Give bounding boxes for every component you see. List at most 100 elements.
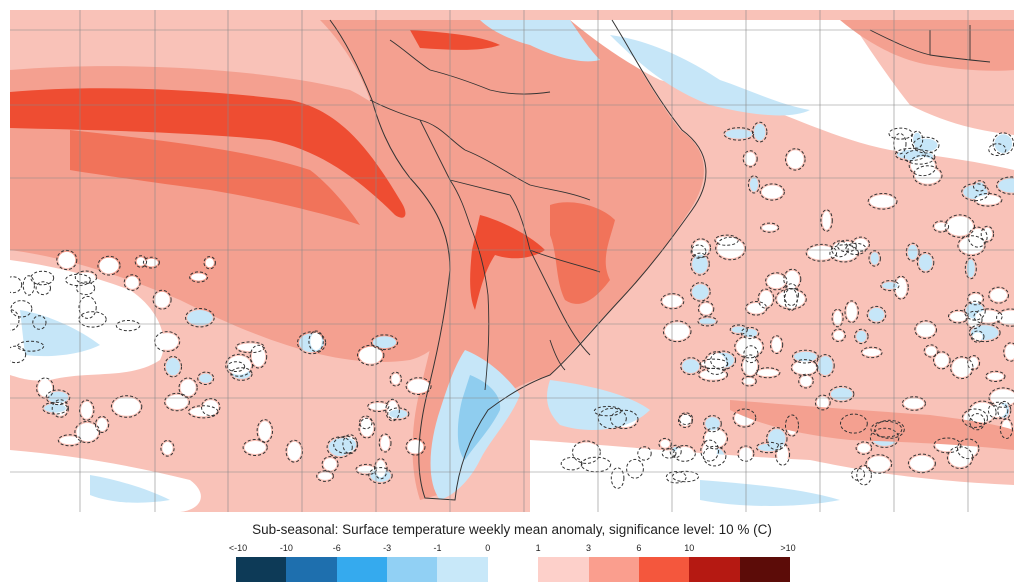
significance-contour	[914, 320, 938, 339]
significance-contour	[51, 399, 69, 418]
anomaly-speckle	[787, 150, 804, 169]
significance-contour	[855, 441, 873, 455]
significance-contour	[560, 457, 583, 471]
significance-contour	[30, 270, 55, 286]
significance-contour	[357, 344, 385, 366]
anomaly-speckle	[749, 177, 759, 192]
anomaly-speckle	[747, 303, 766, 314]
significance-contour	[869, 427, 900, 448]
south-atlantic-cool-south	[700, 480, 840, 506]
significance-contour	[164, 356, 182, 378]
anomaly-speckle	[868, 307, 885, 322]
significance-contour	[829, 244, 860, 263]
significance-contour	[775, 288, 807, 310]
significance-contour	[840, 413, 868, 434]
legend-label: -3	[383, 543, 392, 553]
significance-contour	[662, 320, 692, 343]
anomaly-speckle	[99, 257, 119, 274]
significance-contour	[703, 415, 722, 433]
anomaly-speckle	[1005, 344, 1014, 360]
significance-contour	[658, 437, 672, 450]
significance-contour	[831, 308, 844, 328]
legend-swatch	[437, 557, 489, 582]
significance-contour	[355, 463, 378, 476]
significance-contour	[387, 407, 410, 421]
anomaly-speckle	[903, 398, 925, 409]
significance-contour	[961, 183, 990, 202]
significance-contour	[152, 289, 172, 310]
significance-contour	[115, 320, 141, 332]
significance-contour	[987, 401, 1009, 420]
anomaly-speckle	[959, 237, 984, 255]
significance-contour	[996, 176, 1014, 195]
anomaly-speckle	[913, 132, 922, 147]
significance-contour	[759, 183, 785, 201]
significance-contour	[17, 340, 45, 352]
anomaly-speckle	[857, 443, 871, 453]
significance-contour	[916, 252, 935, 273]
significance-contour	[65, 273, 91, 287]
patagonia-cold-region	[457, 375, 501, 460]
legend-label: -6	[332, 543, 341, 553]
anomaly-speckle	[862, 348, 881, 357]
significance-contour	[242, 439, 268, 456]
anomaly-speckle	[744, 152, 756, 166]
significance-contour	[405, 377, 432, 396]
significance-contour	[178, 377, 198, 398]
significance-contour	[76, 281, 96, 296]
significance-contour	[690, 282, 711, 302]
significance-contour	[359, 415, 373, 430]
significance-contour	[78, 295, 97, 319]
anomaly-speckle	[680, 415, 691, 426]
significance-contour	[702, 445, 727, 467]
anomaly-speckle	[761, 185, 783, 199]
anomaly-speckle	[59, 436, 80, 445]
anomaly-speckle	[743, 377, 755, 385]
anomaly-speckle	[963, 185, 988, 200]
significance-contour	[368, 467, 393, 484]
significance-contour	[723, 127, 755, 141]
significance-contour	[923, 344, 939, 358]
legend-swatch	[588, 557, 640, 582]
anomaly-speckle	[989, 403, 1007, 418]
anomaly-speckle	[407, 379, 430, 393]
anomaly-speckle	[692, 246, 705, 257]
anomaly-speckle	[998, 178, 1014, 193]
legend-label: 3	[586, 543, 592, 553]
anomaly-speckle	[251, 346, 266, 367]
significance-contour	[757, 288, 775, 309]
significance-contour	[747, 175, 761, 194]
significance-contour	[970, 330, 985, 343]
significance-contour	[988, 286, 1009, 304]
significance-contour	[743, 345, 759, 364]
significance-contour	[865, 454, 893, 474]
anomaly-speckle	[97, 418, 108, 431]
anomaly-speckle	[800, 375, 812, 387]
legend-label: <-10	[228, 543, 248, 553]
significance-contour	[967, 291, 985, 306]
anomaly-speckle	[994, 134, 1013, 153]
anomaly-speckle	[822, 211, 831, 230]
significance-contour	[933, 351, 951, 370]
significance-contour	[972, 180, 987, 192]
andes-hot-patch	[470, 215, 545, 310]
significance-contour	[637, 446, 652, 461]
legend-swatch	[336, 557, 388, 582]
anomaly-speckle	[972, 332, 983, 341]
significance-contour	[78, 311, 107, 328]
anomaly-speckle	[895, 277, 907, 298]
anomaly-speckle	[772, 337, 782, 352]
significance-contour	[358, 417, 376, 439]
anomaly-speckle	[144, 258, 158, 267]
significance-contour	[798, 373, 814, 389]
legend-swatch	[387, 557, 438, 582]
anomaly-speckle	[830, 387, 853, 401]
significance-contour	[961, 408, 989, 428]
anomaly-speckle	[916, 322, 935, 337]
significance-contour	[828, 385, 855, 403]
anomaly-speckle	[369, 403, 388, 410]
anomaly-speckle	[768, 429, 786, 449]
significance-contour	[697, 301, 715, 317]
significance-contour	[597, 407, 627, 430]
anomaly-speckle	[391, 373, 400, 385]
